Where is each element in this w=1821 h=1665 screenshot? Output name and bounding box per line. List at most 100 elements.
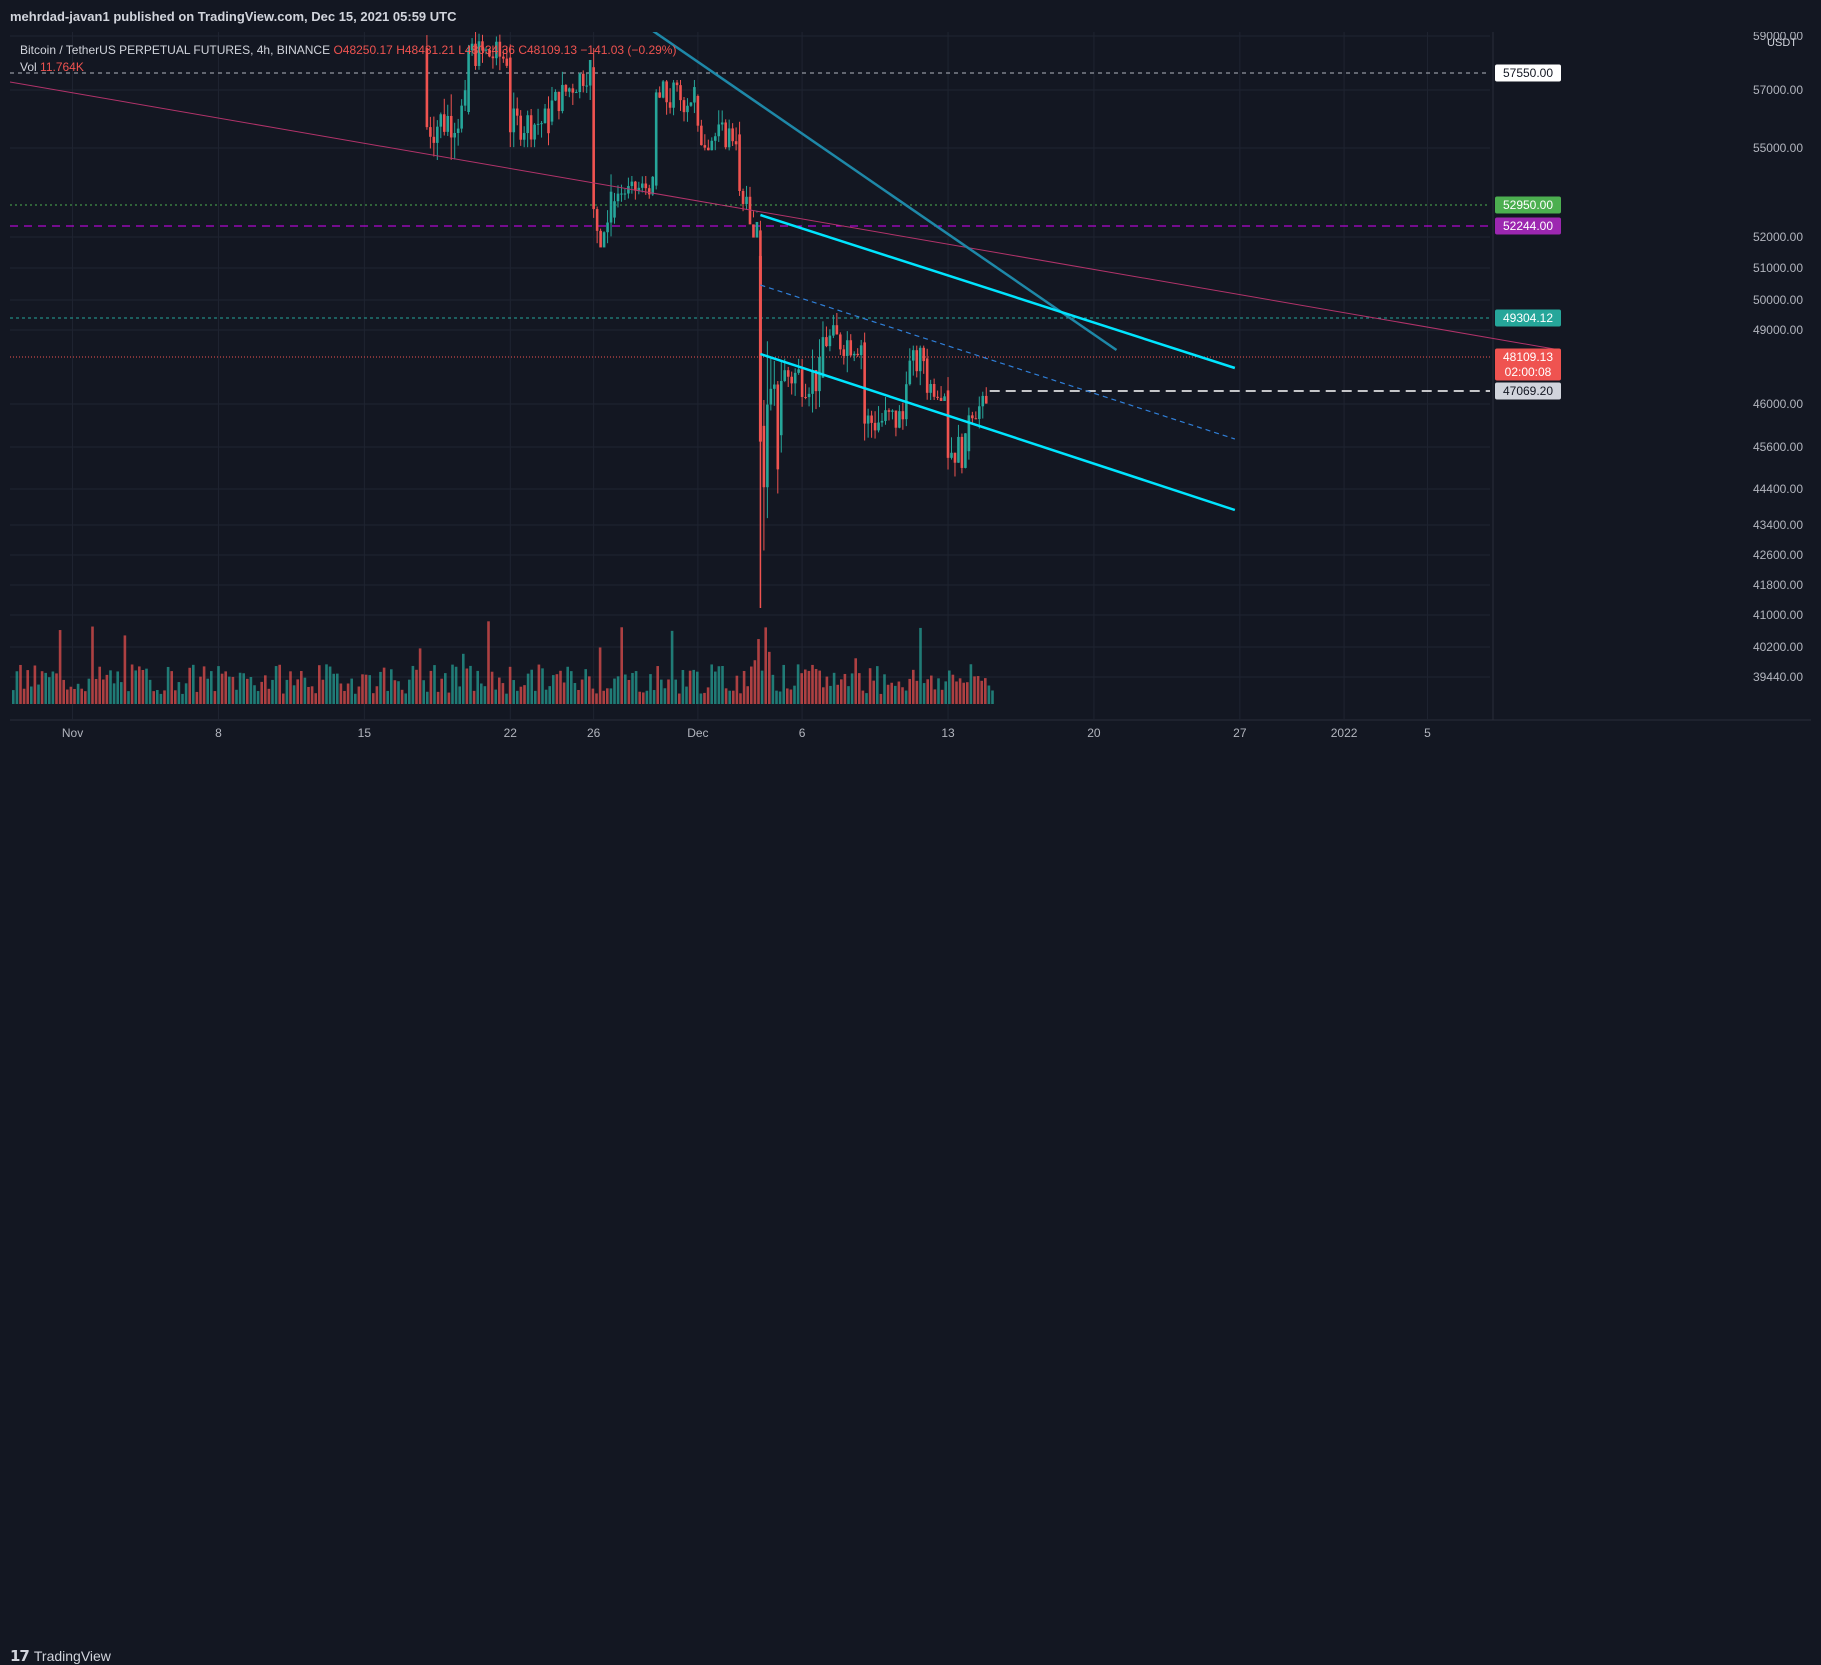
volume-bar xyxy=(501,683,505,704)
volume-bar xyxy=(937,678,940,704)
volume-bar xyxy=(526,673,530,704)
price-badge-label: 52244.00 xyxy=(1503,219,1553,233)
volume-bar xyxy=(544,689,548,704)
volume-bar xyxy=(872,680,875,704)
volume-bar xyxy=(980,680,983,704)
candle-body xyxy=(682,100,686,113)
x-tick-label: Dec xyxy=(687,726,708,740)
volume-bar xyxy=(267,688,271,704)
y-tick-label: 44400.00 xyxy=(1753,482,1803,496)
volume-bar xyxy=(278,664,281,704)
candle-body xyxy=(977,406,981,419)
volume-bar xyxy=(400,689,404,704)
candle-body xyxy=(498,41,502,57)
candle-body xyxy=(717,124,721,137)
y-tick-label: 39440.00 xyxy=(1753,670,1803,684)
candle-body xyxy=(939,397,943,402)
candle-body xyxy=(543,108,547,124)
volume-bar xyxy=(415,669,418,704)
volume-bar xyxy=(145,668,148,704)
volume-bar xyxy=(357,686,361,704)
volume-bar xyxy=(699,693,703,704)
volume-bar xyxy=(631,672,634,704)
publisher-caption: mehrdad-javan1 published on TradingView.… xyxy=(10,9,457,24)
volume-bar xyxy=(44,672,47,704)
footer-bar: 𝟭𝟳 TradingView xyxy=(0,818,1821,1665)
volume-bar xyxy=(552,675,555,704)
candle-body xyxy=(811,369,814,394)
chart-pane[interactable]: 59000.00 57000.00 55000.00 52000.00 51000.00… xyxy=(10,32,1811,818)
volume-bar xyxy=(530,669,533,704)
price-badge-label: 52950.00 xyxy=(1503,198,1553,212)
candle-body xyxy=(481,41,484,51)
volume-bar xyxy=(850,673,854,704)
candle-body xyxy=(554,91,557,101)
candle-body xyxy=(981,395,985,407)
x-tick-label: 15 xyxy=(358,726,372,740)
y-tick-label: 49000.00 xyxy=(1753,323,1803,337)
volume-bar xyxy=(465,668,469,704)
volume-bar xyxy=(127,691,130,704)
volume-bar xyxy=(300,670,303,704)
volume-bar xyxy=(606,688,609,704)
volume-bar xyxy=(426,691,429,704)
volume-bar xyxy=(181,693,184,704)
volume-bar xyxy=(166,666,170,704)
candle-body xyxy=(932,384,936,397)
candle-body xyxy=(877,422,880,431)
candle-body xyxy=(727,128,731,148)
volume-bar xyxy=(217,666,220,704)
volume-bar xyxy=(768,651,771,704)
volume-bar xyxy=(642,692,645,704)
volume-bar xyxy=(973,676,976,704)
candle-body xyxy=(460,105,463,129)
candle-body xyxy=(665,81,668,103)
tradingview-logo[interactable]: 𝟭𝟳 TradingView xyxy=(10,1647,111,1665)
price-badge-bg xyxy=(1495,217,1561,235)
volume-bar xyxy=(894,685,897,704)
candle-body xyxy=(467,50,470,112)
candle-body xyxy=(964,433,967,468)
volume-bar xyxy=(728,690,731,704)
volume-bar xyxy=(138,666,141,704)
candle-body xyxy=(627,186,630,194)
x-tick-label: 8 xyxy=(215,726,222,740)
volume-bar xyxy=(854,658,857,704)
volume-bar xyxy=(87,678,91,704)
volume-bar xyxy=(422,680,425,704)
candles-group xyxy=(425,32,988,608)
volume-bar xyxy=(66,689,69,704)
candle-body xyxy=(432,136,436,143)
volume-bar xyxy=(386,690,389,704)
candle-body xyxy=(894,410,898,428)
volume-bar xyxy=(879,693,883,704)
volume-bar xyxy=(897,681,901,704)
candle-body xyxy=(429,127,432,137)
volume-bar xyxy=(12,690,15,704)
price-badge-label: 49304.12 xyxy=(1503,311,1553,325)
y-tick-label: 51000.00 xyxy=(1753,261,1803,275)
candle-body xyxy=(915,350,919,372)
volume-bar xyxy=(350,678,353,704)
candle-body xyxy=(842,349,846,356)
volume-bar xyxy=(321,679,325,704)
candle-body xyxy=(710,140,714,151)
volume-bar xyxy=(627,679,631,704)
candle-body xyxy=(731,128,734,142)
candle-body xyxy=(839,334,842,350)
volume-bar xyxy=(15,671,19,704)
candle-body xyxy=(620,193,623,195)
volume-bar xyxy=(84,691,87,704)
volume-bar xyxy=(361,674,364,704)
y-tick-label: 45600.00 xyxy=(1753,440,1803,454)
candle-body xyxy=(595,209,599,231)
volume-bar xyxy=(116,671,119,704)
volume-bar xyxy=(73,688,76,704)
volume-bar xyxy=(206,678,209,704)
legend-symbol: Bitcoin / TetherUS PERPETUAL FUTURES, 4h… xyxy=(20,43,331,57)
countdown-label: 02:00:08 xyxy=(1505,365,1552,379)
volume-bar xyxy=(314,693,317,704)
currency-label: USDT xyxy=(1767,37,1797,49)
price-chart-svg[interactable]: 59000.00 57000.00 55000.00 52000.00 51000.00… xyxy=(10,32,1811,818)
volume-bar xyxy=(141,670,145,704)
